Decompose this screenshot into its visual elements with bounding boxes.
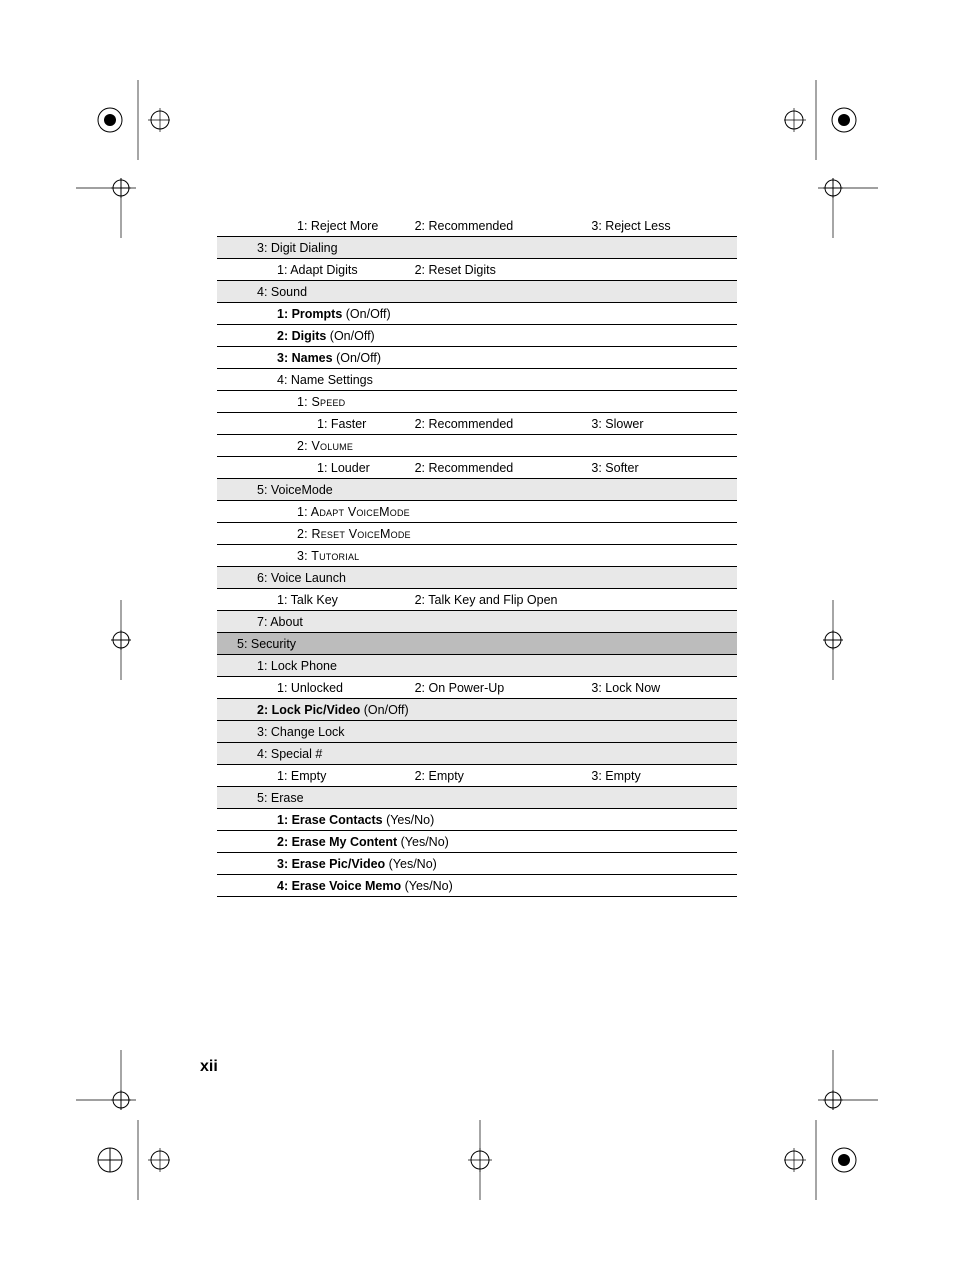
table-cell: 4: Sound: [217, 281, 737, 303]
table-row: 2: Lock Pic/Video (On/Off): [217, 699, 737, 721]
table-row: 1: Adapt Digits2: Reset Digits: [217, 259, 737, 281]
table-row: 6: Voice Launch: [217, 567, 737, 589]
table-cell: 1: Prompts (On/Off): [217, 303, 737, 325]
table-cell: [591, 259, 737, 281]
table-cell: 7: About: [217, 611, 737, 633]
table-cell: 1: Talk Key: [217, 589, 415, 611]
crop-top-left: [76, 158, 156, 238]
table-cell: 1: Erase Contacts (Yes/No): [217, 809, 737, 831]
table-row: 4: Name Settings: [217, 369, 737, 391]
table-row: 1: Prompts (On/Off): [217, 303, 737, 325]
table-cell: 1: Lock Phone: [217, 655, 737, 677]
table-row: 2: Reset VoiceMode: [217, 523, 737, 545]
table-row: 4: Special #: [217, 743, 737, 765]
table-row: 3: Erase Pic/Video (Yes/No): [217, 853, 737, 875]
table-cell: 1: Adapt Digits: [217, 259, 415, 281]
table-row: 3: Digit Dialing: [217, 237, 737, 259]
table-cell: 1: Unlocked: [217, 677, 415, 699]
table-cell: 3: Tutorial: [217, 545, 737, 567]
table-cell: 2: Reset VoiceMode: [217, 523, 737, 545]
table-cell: 5: Security: [217, 633, 737, 655]
table-cell: 3: Softer: [591, 457, 737, 479]
table-cell: 3: Digit Dialing: [217, 237, 737, 259]
table-row: 4: Erase Voice Memo (Yes/No): [217, 875, 737, 897]
table-row: 7: About: [217, 611, 737, 633]
table-row: 1: Empty2: Empty3: Empty: [217, 765, 737, 787]
table-cell: 3: Names (On/Off): [217, 347, 737, 369]
reg-mark-top-right: [784, 80, 864, 160]
page-number: xii: [200, 1058, 218, 1076]
table-row: 1: Unlocked2: On Power-Up3: Lock Now: [217, 677, 737, 699]
table-row: 1: Reject More2: Recommended3: Reject Le…: [217, 215, 737, 237]
table-cell: 5: Erase: [217, 787, 737, 809]
table-cell: [591, 589, 737, 611]
table-cell: 2: Erase My Content (Yes/No): [217, 831, 737, 853]
table-cell: 3: Empty: [591, 765, 737, 787]
table-cell: 1: Faster: [217, 413, 415, 435]
crop-mid-right: [798, 600, 878, 680]
table-row: 5: Erase: [217, 787, 737, 809]
table-cell: 3: Lock Now: [591, 677, 737, 699]
reg-mark-bot-right: [784, 1120, 864, 1200]
reg-mark-bot-center: [440, 1120, 520, 1200]
menu-table: 1: Reject More2: Recommended3: Reject Le…: [217, 215, 737, 897]
table-cell: 2: Talk Key and Flip Open: [415, 589, 592, 611]
table-row: 1: Speed: [217, 391, 737, 413]
crop-mid-left: [76, 600, 156, 680]
table-row: 3: Names (On/Off): [217, 347, 737, 369]
crop-bot-right: [798, 1050, 878, 1130]
table-row: 3: Tutorial: [217, 545, 737, 567]
table-row: 5: VoiceMode: [217, 479, 737, 501]
table-cell: 5: VoiceMode: [217, 479, 737, 501]
table-cell: 3: Erase Pic/Video (Yes/No): [217, 853, 737, 875]
table-cell: 1: Louder: [217, 457, 415, 479]
table-row: 2: Erase My Content (Yes/No): [217, 831, 737, 853]
table-cell: 2: Reset Digits: [415, 259, 592, 281]
table-row: 2: Volume: [217, 435, 737, 457]
table-cell: 2: On Power-Up: [415, 677, 592, 699]
table-cell: 2: Lock Pic/Video (On/Off): [217, 699, 737, 721]
table-row: 3: Change Lock: [217, 721, 737, 743]
table-row: 1: Adapt VoiceMode: [217, 501, 737, 523]
table-row: 2: Digits (On/Off): [217, 325, 737, 347]
table-row: 1: Louder2: Recommended3: Softer: [217, 457, 737, 479]
table-cell: 2: Recommended: [415, 457, 592, 479]
table-row: 4: Sound: [217, 281, 737, 303]
table-cell: 3: Slower: [591, 413, 737, 435]
table-row: 1: Talk Key2: Talk Key and Flip Open: [217, 589, 737, 611]
table-cell: 4: Special #: [217, 743, 737, 765]
table-row: 1: Erase Contacts (Yes/No): [217, 809, 737, 831]
table-cell: 1: Empty: [217, 765, 415, 787]
crop-bot-left: [76, 1050, 156, 1130]
table-cell: 2: Recommended: [415, 215, 592, 237]
reg-mark-top-left: [90, 80, 170, 160]
table-cell: 2: Empty: [415, 765, 592, 787]
reg-mark-bot-left: [90, 1120, 170, 1200]
table-cell: 2: Recommended: [415, 413, 592, 435]
table-cell: 1: Reject More: [217, 215, 415, 237]
table-cell: 6: Voice Launch: [217, 567, 737, 589]
table-cell: 1: Speed: [217, 391, 737, 413]
table-row: 1: Lock Phone: [217, 655, 737, 677]
table-cell: 3: Reject Less: [591, 215, 737, 237]
table-row: 5: Security: [217, 633, 737, 655]
table-cell: 3: Change Lock: [217, 721, 737, 743]
table-cell: 1: Adapt VoiceMode: [217, 501, 737, 523]
crop-top-right: [798, 158, 878, 238]
menu-table-container: 1: Reject More2: Recommended3: Reject Le…: [217, 215, 737, 897]
table-cell: 4: Name Settings: [217, 369, 737, 391]
table-cell: 2: Volume: [217, 435, 737, 457]
table-cell: 2: Digits (On/Off): [217, 325, 737, 347]
table-cell: 4: Erase Voice Memo (Yes/No): [217, 875, 737, 897]
table-row: 1: Faster2: Recommended3: Slower: [217, 413, 737, 435]
